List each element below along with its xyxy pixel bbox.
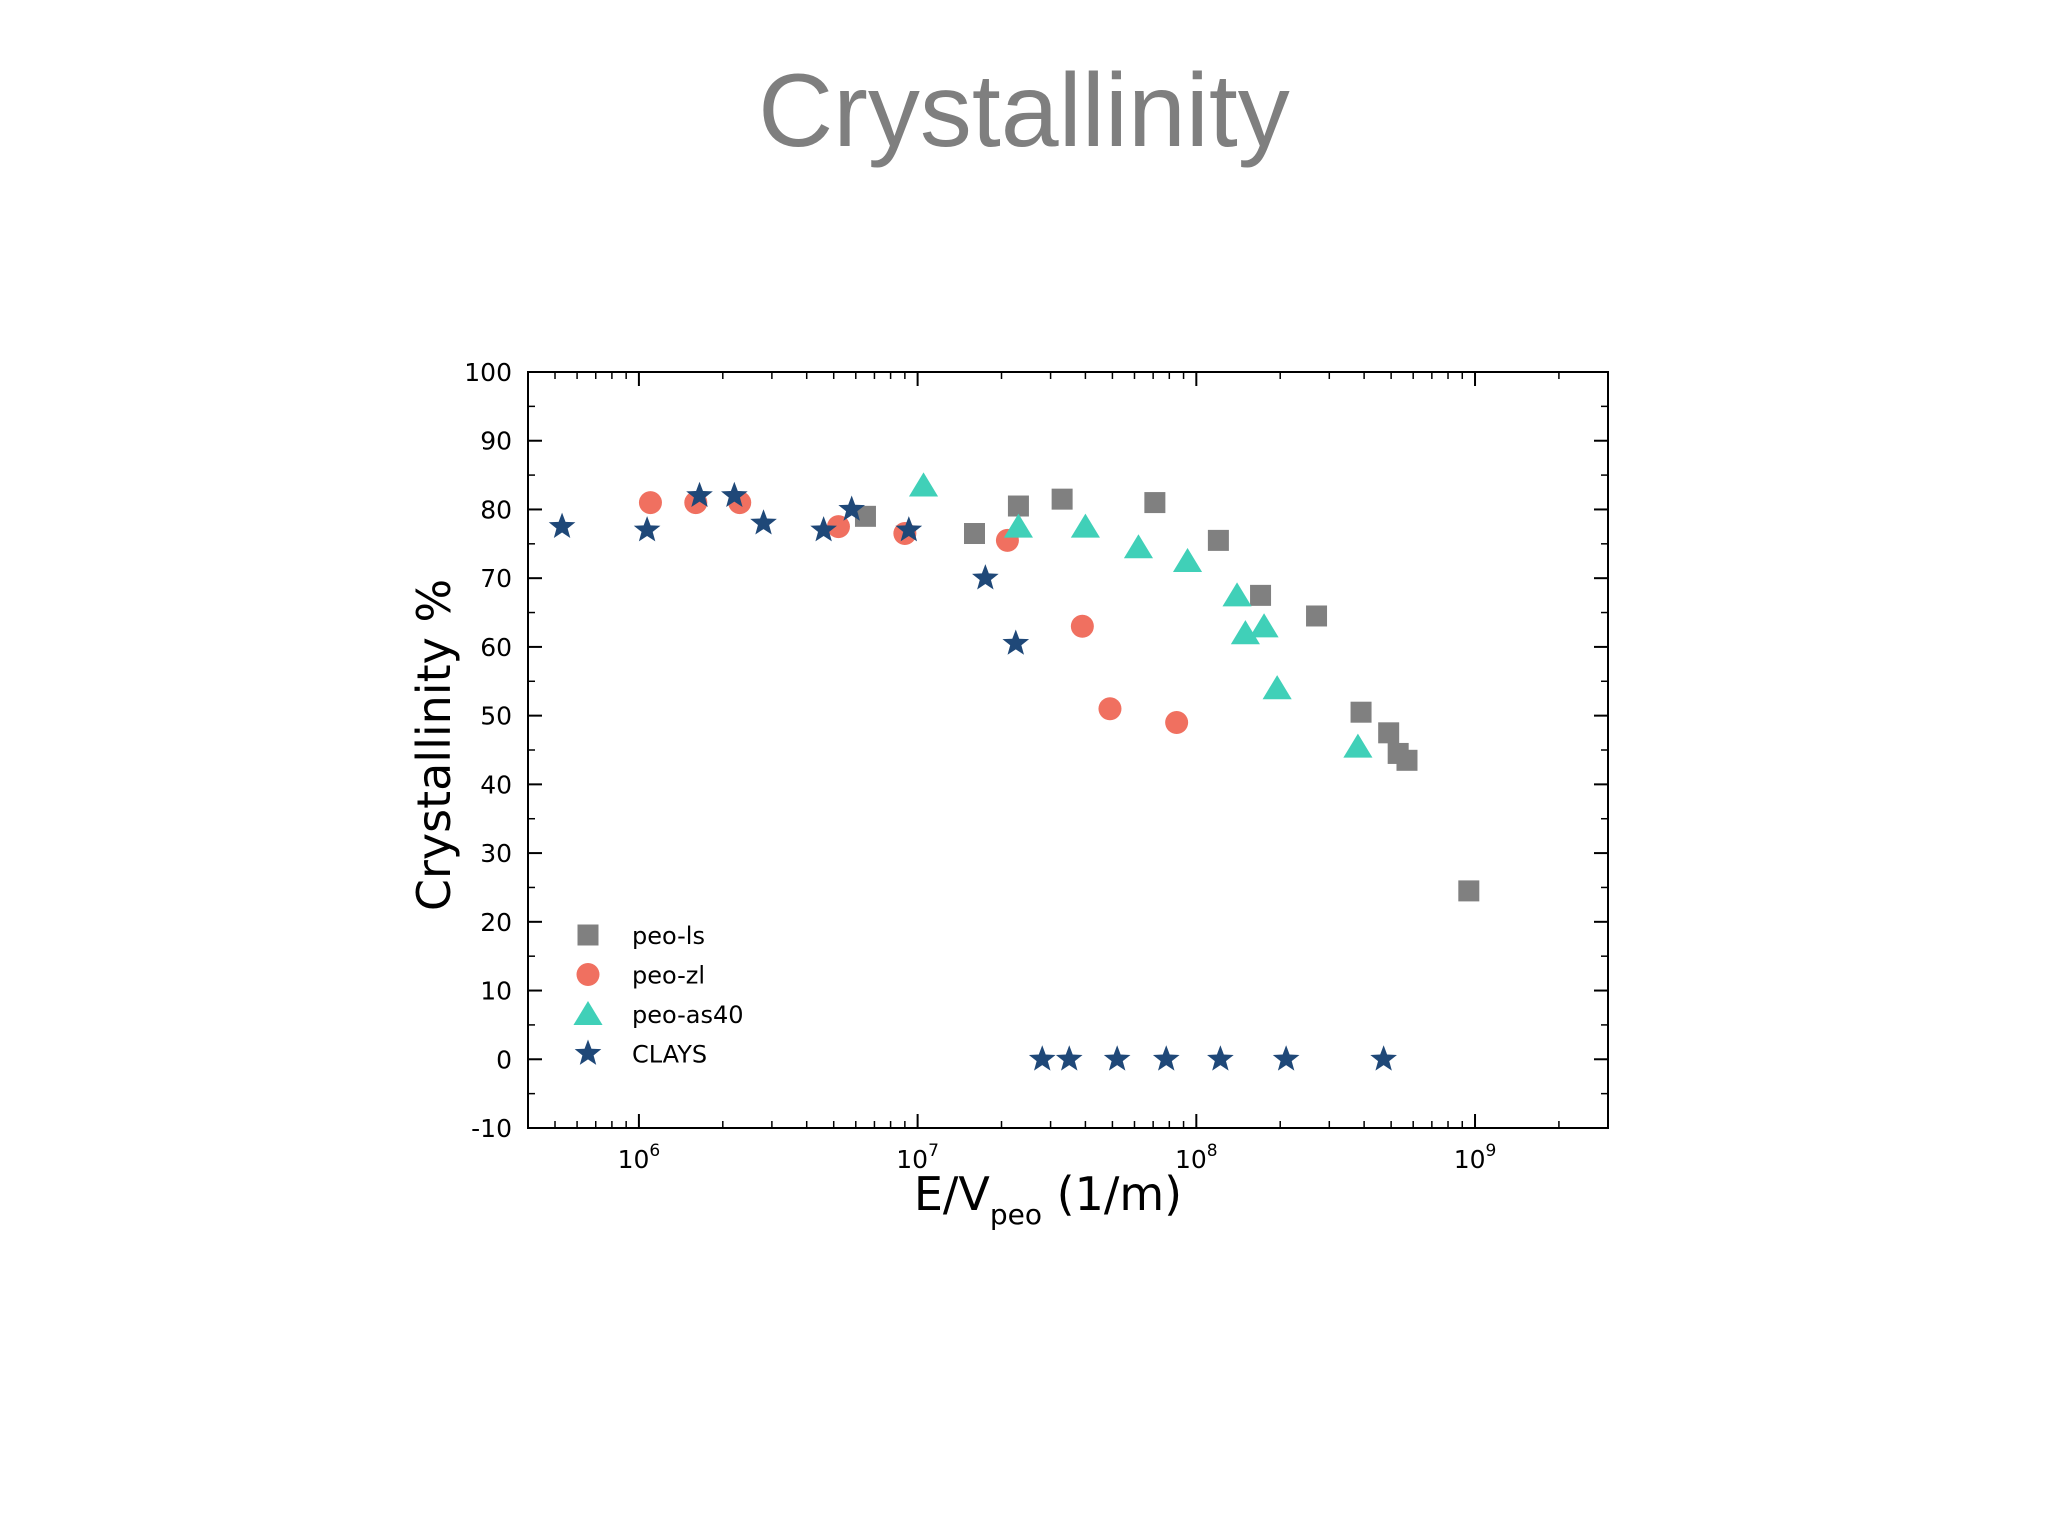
legend-entry: peo-ls: [577, 922, 705, 950]
point-peo-ls: [1051, 488, 1073, 510]
legend-entry: peo-zl: [576, 962, 705, 990]
point-clays: [1207, 1045, 1234, 1071]
point-peo-as40: [908, 472, 939, 497]
point-peo-ls: [1306, 605, 1328, 627]
x-axis-title-main: E/V: [914, 1167, 991, 1221]
x-axis-title: E/Vpeo (1/m): [914, 1167, 1182, 1231]
point-peo-as40: [1262, 675, 1292, 700]
legend: peo-ls peo-zl peo-as40 CLAYS: [573, 922, 744, 1069]
series-peo-ls: [854, 488, 1480, 902]
point-clays: [750, 509, 777, 535]
point-peo-as40: [1230, 620, 1260, 645]
point-peo-zl: [1070, 614, 1094, 638]
point-peo-as40: [1222, 582, 1252, 607]
y-tick-label: 80: [480, 495, 512, 524]
point-peo-ls: [1250, 584, 1272, 606]
point-clays: [810, 516, 837, 542]
point-peo-as40: [1249, 613, 1279, 638]
y-tick-label: 60: [480, 633, 512, 662]
point-clays: [686, 481, 713, 508]
data-points: [548, 472, 1480, 1071]
point-peo-ls: [1350, 701, 1372, 723]
legend-entry: CLAYS: [574, 1039, 707, 1069]
point-peo-ls: [1458, 880, 1480, 902]
y-tick-label: 10: [480, 977, 512, 1006]
legend-label: peo-zl: [632, 962, 705, 990]
point-clays: [1370, 1045, 1397, 1071]
x-axis-title-subscript: peo: [990, 1198, 1042, 1231]
legend-label: peo-as40: [632, 1001, 744, 1029]
y-axis: -10 0 10 20 30 40 50 60 70 80 90 100: [464, 358, 1608, 1143]
legend-marker: [573, 1001, 603, 1026]
y-tick-label: -10: [471, 1114, 512, 1143]
legend-marker: [576, 963, 600, 986]
y-tick-label: 50: [480, 702, 512, 731]
point-clays: [1272, 1045, 1300, 1071]
slide-title: Crystallinity: [758, 53, 1290, 169]
point-clays: [1002, 629, 1030, 655]
point-peo-ls: [964, 523, 986, 545]
point-clays: [633, 516, 661, 542]
y-tick-label: 30: [480, 839, 512, 868]
legend-label: peo-ls: [632, 922, 705, 950]
point-peo-ls: [1378, 722, 1400, 744]
point-peo-as40: [1070, 513, 1100, 538]
point-peo-zl: [638, 491, 662, 515]
point-peo-ls: [1144, 492, 1166, 514]
x-tick-label: 108: [1175, 1141, 1218, 1174]
point-clays: [1028, 1045, 1056, 1071]
y-tick-label: 100: [464, 358, 512, 387]
y-tick-label: 0: [496, 1045, 512, 1074]
point-peo-as40: [1172, 548, 1203, 573]
point-clays: [548, 512, 576, 538]
point-peo-ls: [854, 505, 876, 527]
x-tick-label: 107: [896, 1141, 939, 1174]
legend-marker: [574, 1039, 602, 1065]
series-peo-as40: [908, 472, 1373, 758]
point-peo-ls: [1007, 495, 1029, 517]
point-clays: [838, 495, 865, 521]
point-peo-ls: [1396, 749, 1418, 771]
point-peo-zl: [826, 515, 850, 539]
y-tick-label: 90: [480, 427, 512, 456]
x-axis: 106 107 108 109: [527, 372, 1609, 1174]
point-peo-as40: [1343, 733, 1373, 758]
point-peo-zl: [1098, 697, 1122, 721]
point-peo-ls: [1207, 529, 1229, 551]
y-tick-label: 40: [480, 770, 512, 799]
point-clays: [1152, 1045, 1180, 1071]
y-tick-label: 70: [480, 564, 512, 593]
series-clays: [548, 481, 1397, 1071]
point-peo-zl: [1165, 711, 1189, 735]
point-peo-as40: [1003, 513, 1033, 538]
point-clays: [972, 564, 999, 590]
legend-label: CLAYS: [632, 1041, 707, 1069]
legend-marker: [577, 924, 599, 946]
x-tick-label: 106: [618, 1141, 661, 1174]
point-clays: [1103, 1045, 1131, 1071]
x-tick-label: 109: [1454, 1141, 1497, 1174]
point-peo-as40: [1123, 534, 1154, 559]
point-clays: [721, 481, 748, 508]
x-axis-title-unit: (1/m): [1042, 1167, 1182, 1221]
y-tick-label: 20: [480, 908, 512, 937]
legend-entry: peo-as40: [573, 1001, 744, 1029]
y-axis-title: Crystallinity %: [407, 579, 461, 911]
point-clays: [895, 516, 923, 542]
point-clays: [1055, 1045, 1083, 1071]
